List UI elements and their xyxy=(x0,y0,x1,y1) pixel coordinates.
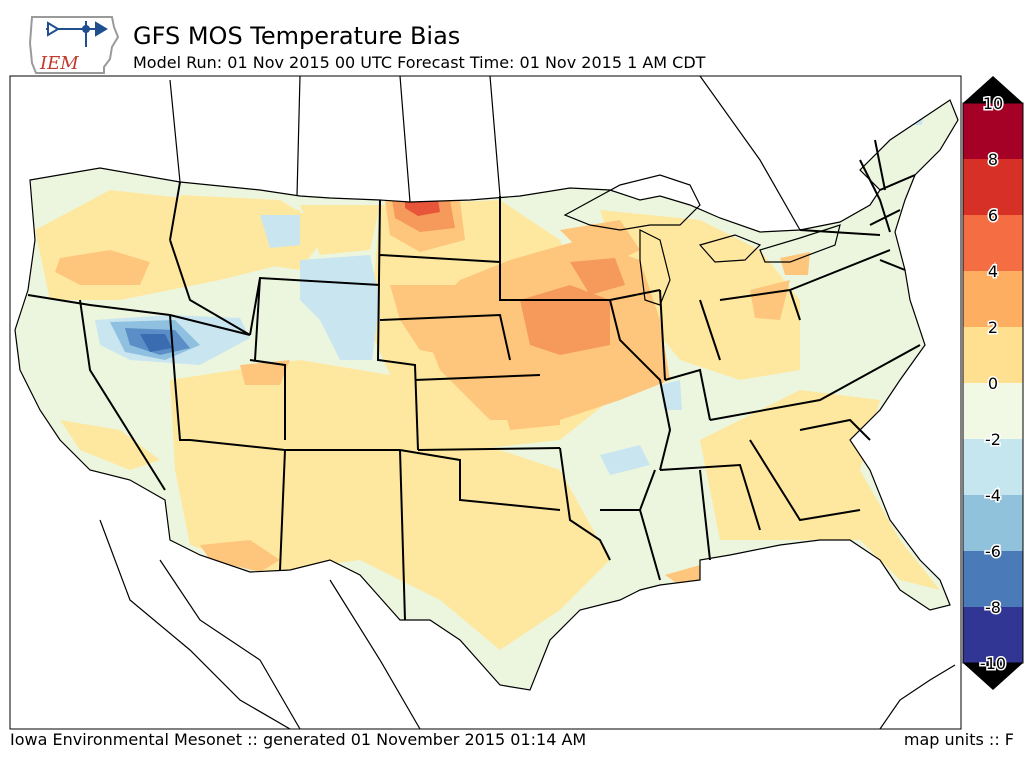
conus-outline xyxy=(14,99,959,691)
legend-bin xyxy=(963,383,1023,439)
northwest-state-borders xyxy=(27,181,381,491)
legend-bin xyxy=(963,551,1023,607)
legend-tick-label: 6 xyxy=(988,206,998,225)
canada-province-borders xyxy=(169,76,801,231)
legend-bin xyxy=(963,607,1023,663)
color-legend: 10 8 6 4 2 0 -2 -4 -6 -8 -10 xyxy=(962,76,1024,690)
legend-tick-label: 10 xyxy=(983,94,1003,113)
bias-warm-ohio xyxy=(750,280,790,320)
bias-warm-light-montana xyxy=(180,195,330,270)
logo-text: IEM xyxy=(39,53,79,74)
bias-warm-kansas-missouri xyxy=(500,385,560,430)
central-state-borders xyxy=(376,196,561,621)
legend-over-arrow xyxy=(963,76,1023,103)
iem-logo: IEM xyxy=(28,16,120,74)
bias-warm-nebraska xyxy=(390,285,500,360)
bias-cool-light-tennessee xyxy=(600,445,650,475)
legend-tick-label: 8 xyxy=(988,150,998,169)
bias-warm-colorado-kansas xyxy=(240,360,290,385)
legend-tick-label: -4 xyxy=(985,486,1001,505)
legend-tick-label: -2 xyxy=(985,430,1001,449)
mexico-borders xyxy=(99,519,421,729)
legend-bin xyxy=(963,215,1023,271)
bias-hot-north-dakota xyxy=(405,200,440,216)
bias-warm-strong-iowa xyxy=(520,285,610,355)
eastern-state-borders xyxy=(540,229,921,561)
legend-frame xyxy=(962,102,1024,664)
bias-warm-new-mexico xyxy=(200,540,280,572)
legend-tick-label: -10 xyxy=(980,654,1006,673)
map-title: GFS MOS Temperature Bias xyxy=(133,22,461,50)
bias-warm-light-california xyxy=(60,420,160,470)
bias-warm-strong-wisconsin xyxy=(570,258,625,295)
map-subtitle: Model Run: 01 Nov 2015 00 UTC Forecast T… xyxy=(133,53,706,72)
legend-tick-label: -6 xyxy=(985,542,1001,561)
bias-warm-light-southeast xyxy=(700,390,940,590)
legend-bin xyxy=(963,327,1023,383)
bias-warm-wisconsin xyxy=(560,220,640,270)
legend-bin xyxy=(963,495,1023,551)
bias-warm-light-great-lakes xyxy=(600,210,800,380)
state-borders xyxy=(27,139,921,621)
neighboring-boundaries xyxy=(99,76,956,729)
weather-vane-icon xyxy=(46,21,108,47)
bias-warm-light-north-dakota xyxy=(300,205,380,255)
legend-bin xyxy=(963,159,1023,215)
map-units: map units :: F xyxy=(903,730,1014,749)
southern-state-borders xyxy=(189,439,661,581)
legend-bin xyxy=(963,439,1023,495)
legend-tick-label: 0 xyxy=(988,374,998,393)
bias-cool-light-montana xyxy=(260,215,300,248)
legend-under-arrow xyxy=(963,663,1023,690)
legend-tick-label: -8 xyxy=(985,598,1001,617)
bias-cold-nevada xyxy=(140,334,172,352)
northeast-state-borders xyxy=(859,139,916,271)
legend-tick-label: 2 xyxy=(988,318,998,337)
bias-warm-light-southwest xyxy=(170,360,610,650)
cuba-bahamas-outline xyxy=(879,664,956,729)
bias-warm-oregon xyxy=(55,250,150,285)
legend-tick-label: 4 xyxy=(988,262,998,281)
footer-credit: Iowa Environmental Mesonet :: generated … xyxy=(10,730,587,749)
conus-bias-field xyxy=(14,99,959,691)
legend-bin xyxy=(963,271,1023,327)
legend-bin xyxy=(963,103,1023,159)
